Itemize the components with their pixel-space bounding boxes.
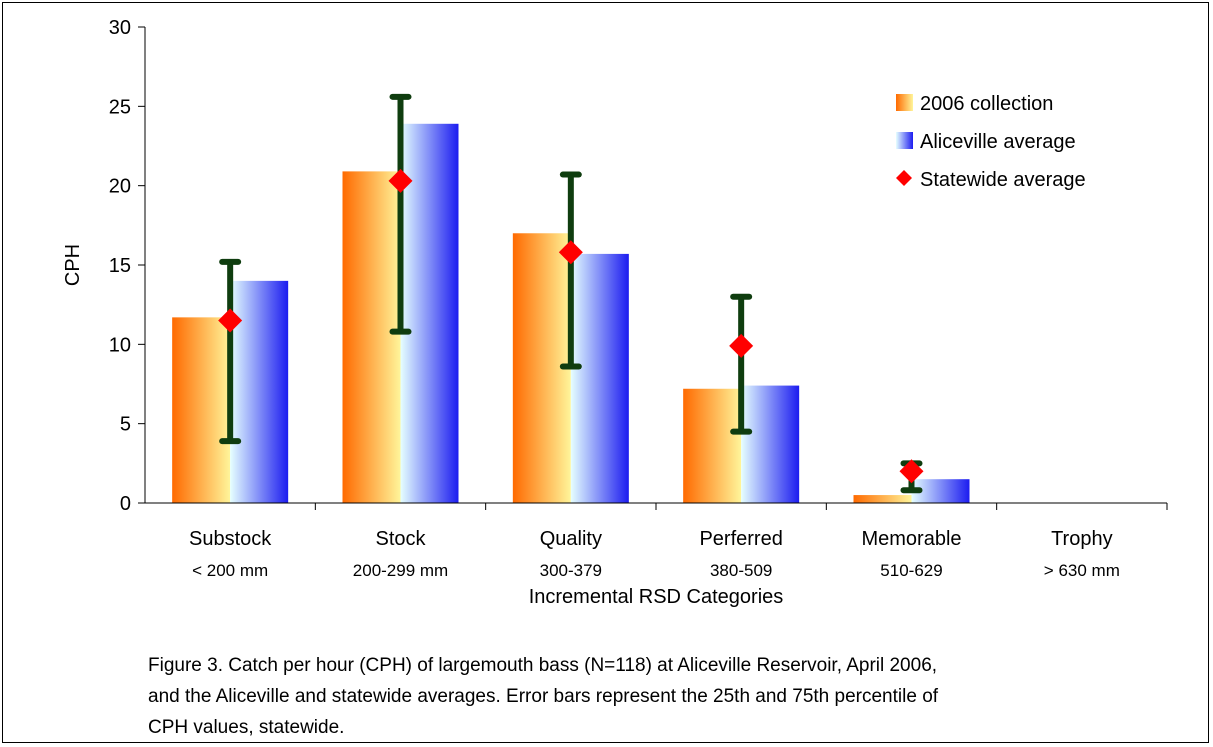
- y-tick-label: 5: [120, 414, 131, 436]
- x-ticks: Substock < 200 mm Stock 200-299 mm Quality 30…: [189, 503, 1168, 580]
- statewide-marker-substock: [218, 308, 243, 333]
- caption-line-3: CPH values, statewide.: [148, 717, 345, 738]
- x-tick-sublabel: 200-299 mm: [353, 561, 448, 580]
- x-axis-label: Incremental RSD Categories: [529, 586, 784, 608]
- x-tick-sublabel: 380-509: [710, 561, 772, 580]
- bars-layer: [172, 123, 970, 504]
- y-tick-label: 25: [109, 96, 131, 118]
- x-tick-sublabel: 510-629: [880, 561, 942, 580]
- bar-collection-perferred: [683, 388, 742, 503]
- bar-collection-stock: [342, 171, 401, 504]
- legend-label-collection: 2006 collection: [920, 93, 1053, 115]
- x-tick-label: Quality: [540, 528, 602, 550]
- statewide-marker-memorable: [899, 459, 924, 484]
- x-tick-sublabel: < 200 mm: [192, 561, 268, 580]
- bar-collection-substock: [172, 317, 231, 503]
- caption-line-2: and the Aliceville and statewide average…: [148, 686, 939, 707]
- statewide-marker-quality: [558, 240, 583, 265]
- x-tick-sublabel: 300-379: [540, 561, 602, 580]
- legend-label-statewide: Statewide average: [920, 169, 1086, 191]
- bar-aliceville-stock: [400, 123, 459, 503]
- chart: 0 5 10 15 20 25 30 Substock < 200 mm Stock 200-29…: [62, 17, 1168, 608]
- legend: 2006 collection Aliceville average State…: [896, 93, 1086, 191]
- x-tick-label: Substock: [189, 528, 272, 550]
- x-tick-label: Memorable: [861, 528, 961, 550]
- statewide-marker-perferred: [729, 333, 754, 358]
- x-tick-label: Stock: [375, 528, 426, 550]
- legend-swatch-aliceville: [896, 132, 913, 149]
- y-tick-label: 0: [120, 493, 131, 515]
- legend-marker-statewide: [896, 170, 912, 186]
- y-tick-label: 15: [109, 255, 131, 277]
- x-tick-sublabel: > 630 mm: [1044, 561, 1120, 580]
- bar-aliceville-quality: [570, 253, 629, 503]
- bar-collection-memorable: [853, 495, 912, 503]
- caption-line-1: Figure 3. Catch per hour (CPH) of largem…: [148, 655, 938, 676]
- y-tick-label: 20: [109, 176, 131, 198]
- x-tick-label: Trophy: [1051, 528, 1113, 550]
- y-axis-label: CPH: [62, 244, 84, 286]
- legend-swatch-collection: [896, 94, 913, 111]
- statewide-marker-stock: [388, 168, 413, 193]
- bar-aliceville-memorable: [911, 479, 970, 503]
- y-tick-label: 30: [109, 17, 131, 39]
- bar-aliceville-perferred: [741, 385, 800, 503]
- bar-aliceville-substock: [230, 280, 289, 503]
- x-tick-label: Perferred: [699, 528, 782, 550]
- markers-layer: [218, 168, 924, 484]
- figure-caption: Figure 3. Catch per hour (CPH) of largem…: [148, 650, 1148, 743]
- y-tick-label: 10: [109, 334, 131, 356]
- y-ticks: 0 5 10 15 20 25 30: [109, 17, 145, 515]
- legend-label-aliceville: Aliceville average: [920, 131, 1076, 153]
